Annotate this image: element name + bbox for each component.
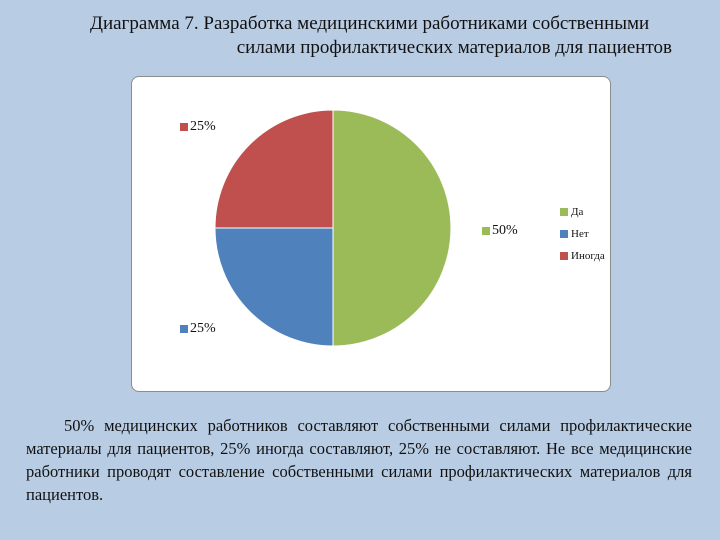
chart-title-line-1: Диаграмма 7. Разработка медицинскими раб…	[90, 13, 650, 34]
data-label-net: 25%	[180, 321, 216, 337]
legend-swatch-net	[560, 230, 568, 238]
label-swatch-inogda	[180, 123, 188, 131]
data-label-net-text: 25%	[190, 321, 216, 336]
label-swatch-net	[180, 325, 188, 333]
pie-slice-da	[332, 109, 452, 347]
chart-title: Диаграмма 7. Разработка медицинскими раб…	[60, 12, 680, 60]
legend-swatch-da	[560, 208, 568, 216]
legend-label-inogda: Иногда	[571, 250, 605, 262]
label-swatch-da	[482, 227, 490, 235]
pie-slice-net	[214, 227, 334, 347]
chart-title-line-2: силами профилактических материалов для п…	[236, 37, 672, 58]
pie-slice-inogda	[214, 109, 334, 229]
data-label-da: 50%	[482, 223, 518, 239]
legend-swatch-inogda	[560, 252, 568, 260]
data-label-inogda-text: 25%	[190, 119, 216, 134]
data-label-da-text: 50%	[492, 223, 518, 238]
data-label-inogda: 25%	[180, 119, 216, 135]
description-paragraph: 50% медицинских работников составляют со…	[26, 416, 692, 504]
legend-item-inogda: Иногда	[560, 245, 605, 267]
legend-label-da: Да	[571, 206, 584, 218]
legend-item-net: Нет	[560, 223, 605, 245]
pie-chart	[214, 109, 452, 347]
legend-item-da: Да	[560, 201, 605, 223]
chart-legend: Да Нет Иногда	[560, 201, 605, 267]
legend-label-net: Нет	[571, 228, 589, 240]
chart-area: 50% 25% 25% Да Нет Иногда	[131, 76, 611, 392]
